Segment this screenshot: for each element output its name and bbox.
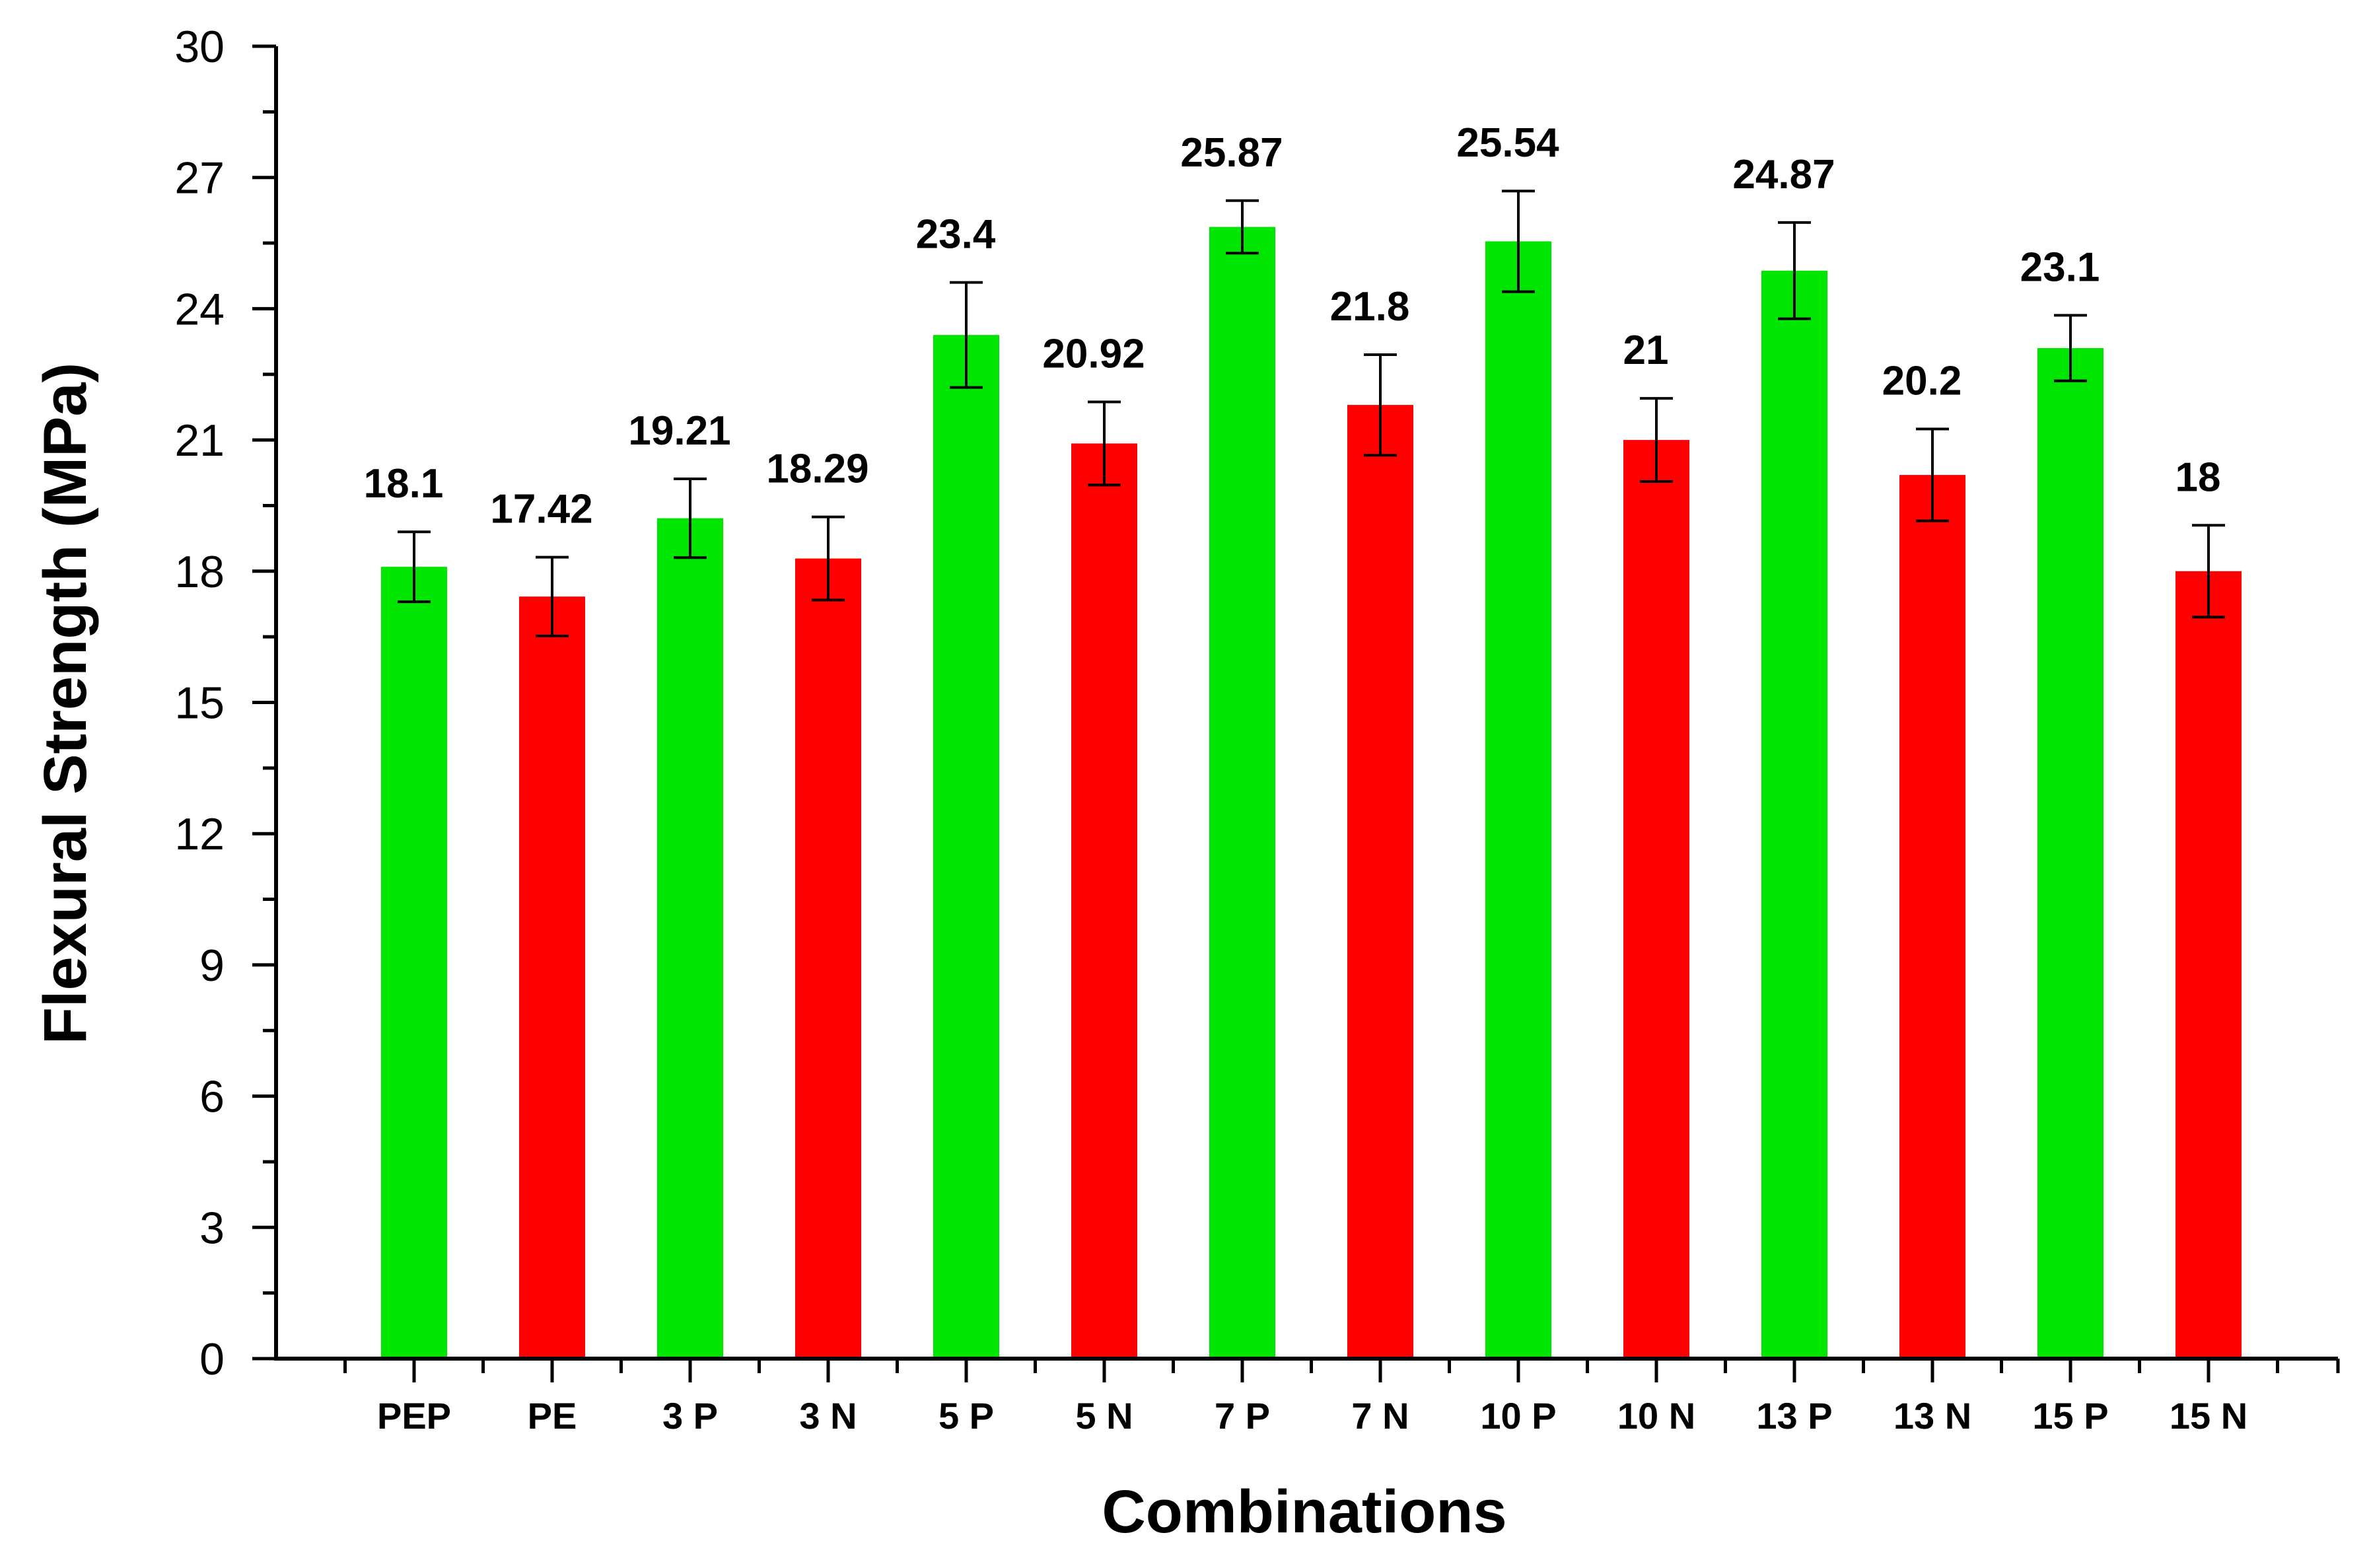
x-tick-label: 15 N xyxy=(2170,1395,2247,1437)
data-label-7: 25.87 xyxy=(1180,130,1283,176)
y-tick-label: 24 xyxy=(174,284,225,334)
y-tick-label: 9 xyxy=(199,941,225,991)
data-label-3: 19.21 xyxy=(628,408,730,454)
data-label-12: 20.2 xyxy=(1882,359,1962,404)
bar-9 xyxy=(1485,241,1551,1359)
plot-area: 18.1 17.42 19.21 18.29 23.4 20.92 25.87 21.8 25.… xyxy=(174,22,2340,1437)
data-label-14: 18 xyxy=(2175,454,2221,500)
bar-13 xyxy=(2037,348,2104,1359)
data-label-1: 18.1 xyxy=(364,461,444,507)
x-tick-label: 3 N xyxy=(799,1395,857,1437)
y-tick-label: 12 xyxy=(174,809,225,859)
y-tick-label: 21 xyxy=(174,415,225,466)
y-tick-label: 27 xyxy=(174,153,225,203)
y-tick-label: 30 xyxy=(174,22,225,72)
data-label-13: 23.1 xyxy=(2020,244,2100,290)
x-tick-label: 7 P xyxy=(1215,1395,1270,1437)
x-tick-label: 13 P xyxy=(1756,1395,1832,1437)
y-tick-label: 3 xyxy=(199,1203,225,1253)
data-label-5: 23.4 xyxy=(916,212,996,258)
bar-12 xyxy=(1899,475,1965,1359)
data-label-8: 21.8 xyxy=(1330,284,1410,330)
x-tick-label: PE xyxy=(528,1395,577,1437)
y-tick-label: 0 xyxy=(199,1334,225,1384)
bar-3 xyxy=(657,518,723,1359)
bar-2 xyxy=(519,596,585,1359)
x-tick-label: 5 N xyxy=(1075,1395,1133,1437)
bar-5 xyxy=(933,335,999,1359)
bar-6 xyxy=(1071,443,1137,1359)
data-label-9: 25.54 xyxy=(1456,120,1559,166)
data-label-4: 18.29 xyxy=(766,446,868,492)
x-tick-label: 10 N xyxy=(1617,1395,1695,1437)
data-label-2: 17.42 xyxy=(490,487,592,532)
x-tick-label: 7 N xyxy=(1351,1395,1409,1437)
y-tick-label: 15 xyxy=(174,678,225,729)
data-label-10: 21 xyxy=(1623,328,1669,373)
x-tick-label: 10 P xyxy=(1480,1395,1556,1437)
data-label-11: 24.87 xyxy=(1732,152,1835,197)
bar-14 xyxy=(2175,571,2242,1359)
x-tick-label: 13 N xyxy=(1893,1395,1971,1437)
x-tick-label: 3 P xyxy=(662,1395,718,1437)
data-label-6: 20.92 xyxy=(1042,331,1145,376)
y-tick-label: 6 xyxy=(199,1072,225,1122)
bar-1 xyxy=(381,567,447,1359)
x-tick-label: PEP xyxy=(377,1395,451,1437)
bar-7 xyxy=(1209,227,1275,1359)
bar-11 xyxy=(1761,270,1827,1359)
x-tick-label: 15 P xyxy=(2032,1395,2108,1437)
bar-8 xyxy=(1347,405,1413,1359)
y-tick-label: 18 xyxy=(174,547,225,597)
bar-4 xyxy=(795,558,861,1359)
y-axis-title: Flexural Strength (MPa) xyxy=(32,363,99,1045)
x-axis-title: Combinations xyxy=(1102,1478,1506,1546)
x-tick-label: 5 P xyxy=(938,1395,994,1437)
bar-10 xyxy=(1623,440,1689,1359)
